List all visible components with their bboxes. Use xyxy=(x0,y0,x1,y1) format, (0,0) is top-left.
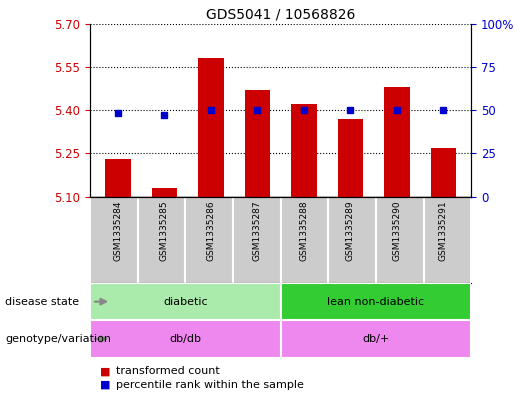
Bar xyxy=(281,283,471,320)
Text: diabetic: diabetic xyxy=(163,297,208,307)
Text: ■: ■ xyxy=(100,366,114,376)
Bar xyxy=(105,159,131,196)
Bar xyxy=(384,87,409,196)
Text: GSM1335285: GSM1335285 xyxy=(160,201,169,261)
Bar xyxy=(281,320,471,358)
Text: percentile rank within the sample: percentile rank within the sample xyxy=(116,380,304,390)
Text: GSM1335290: GSM1335290 xyxy=(392,201,401,261)
Text: transformed count: transformed count xyxy=(116,366,219,376)
Bar xyxy=(291,104,317,196)
Text: GSM1335291: GSM1335291 xyxy=(439,201,448,261)
Text: disease state: disease state xyxy=(5,297,79,307)
Bar xyxy=(431,147,456,196)
Bar xyxy=(152,188,177,196)
Bar xyxy=(198,58,224,196)
Title: GDS5041 / 10568826: GDS5041 / 10568826 xyxy=(206,7,355,21)
Text: GSM1335287: GSM1335287 xyxy=(253,201,262,261)
Text: db/db: db/db xyxy=(169,334,201,344)
Text: genotype/variation: genotype/variation xyxy=(5,334,111,344)
Bar xyxy=(90,283,281,320)
Text: lean non-diabetic: lean non-diabetic xyxy=(328,297,424,307)
Text: GSM1335286: GSM1335286 xyxy=(207,201,215,261)
Text: GSM1335289: GSM1335289 xyxy=(346,201,355,261)
Text: GSM1335288: GSM1335288 xyxy=(299,201,308,261)
Text: GSM1335284: GSM1335284 xyxy=(113,201,123,261)
Bar xyxy=(245,90,270,196)
Text: db/+: db/+ xyxy=(363,334,389,344)
Bar xyxy=(90,320,281,358)
Text: ■: ■ xyxy=(100,380,114,390)
Bar xyxy=(338,119,363,196)
